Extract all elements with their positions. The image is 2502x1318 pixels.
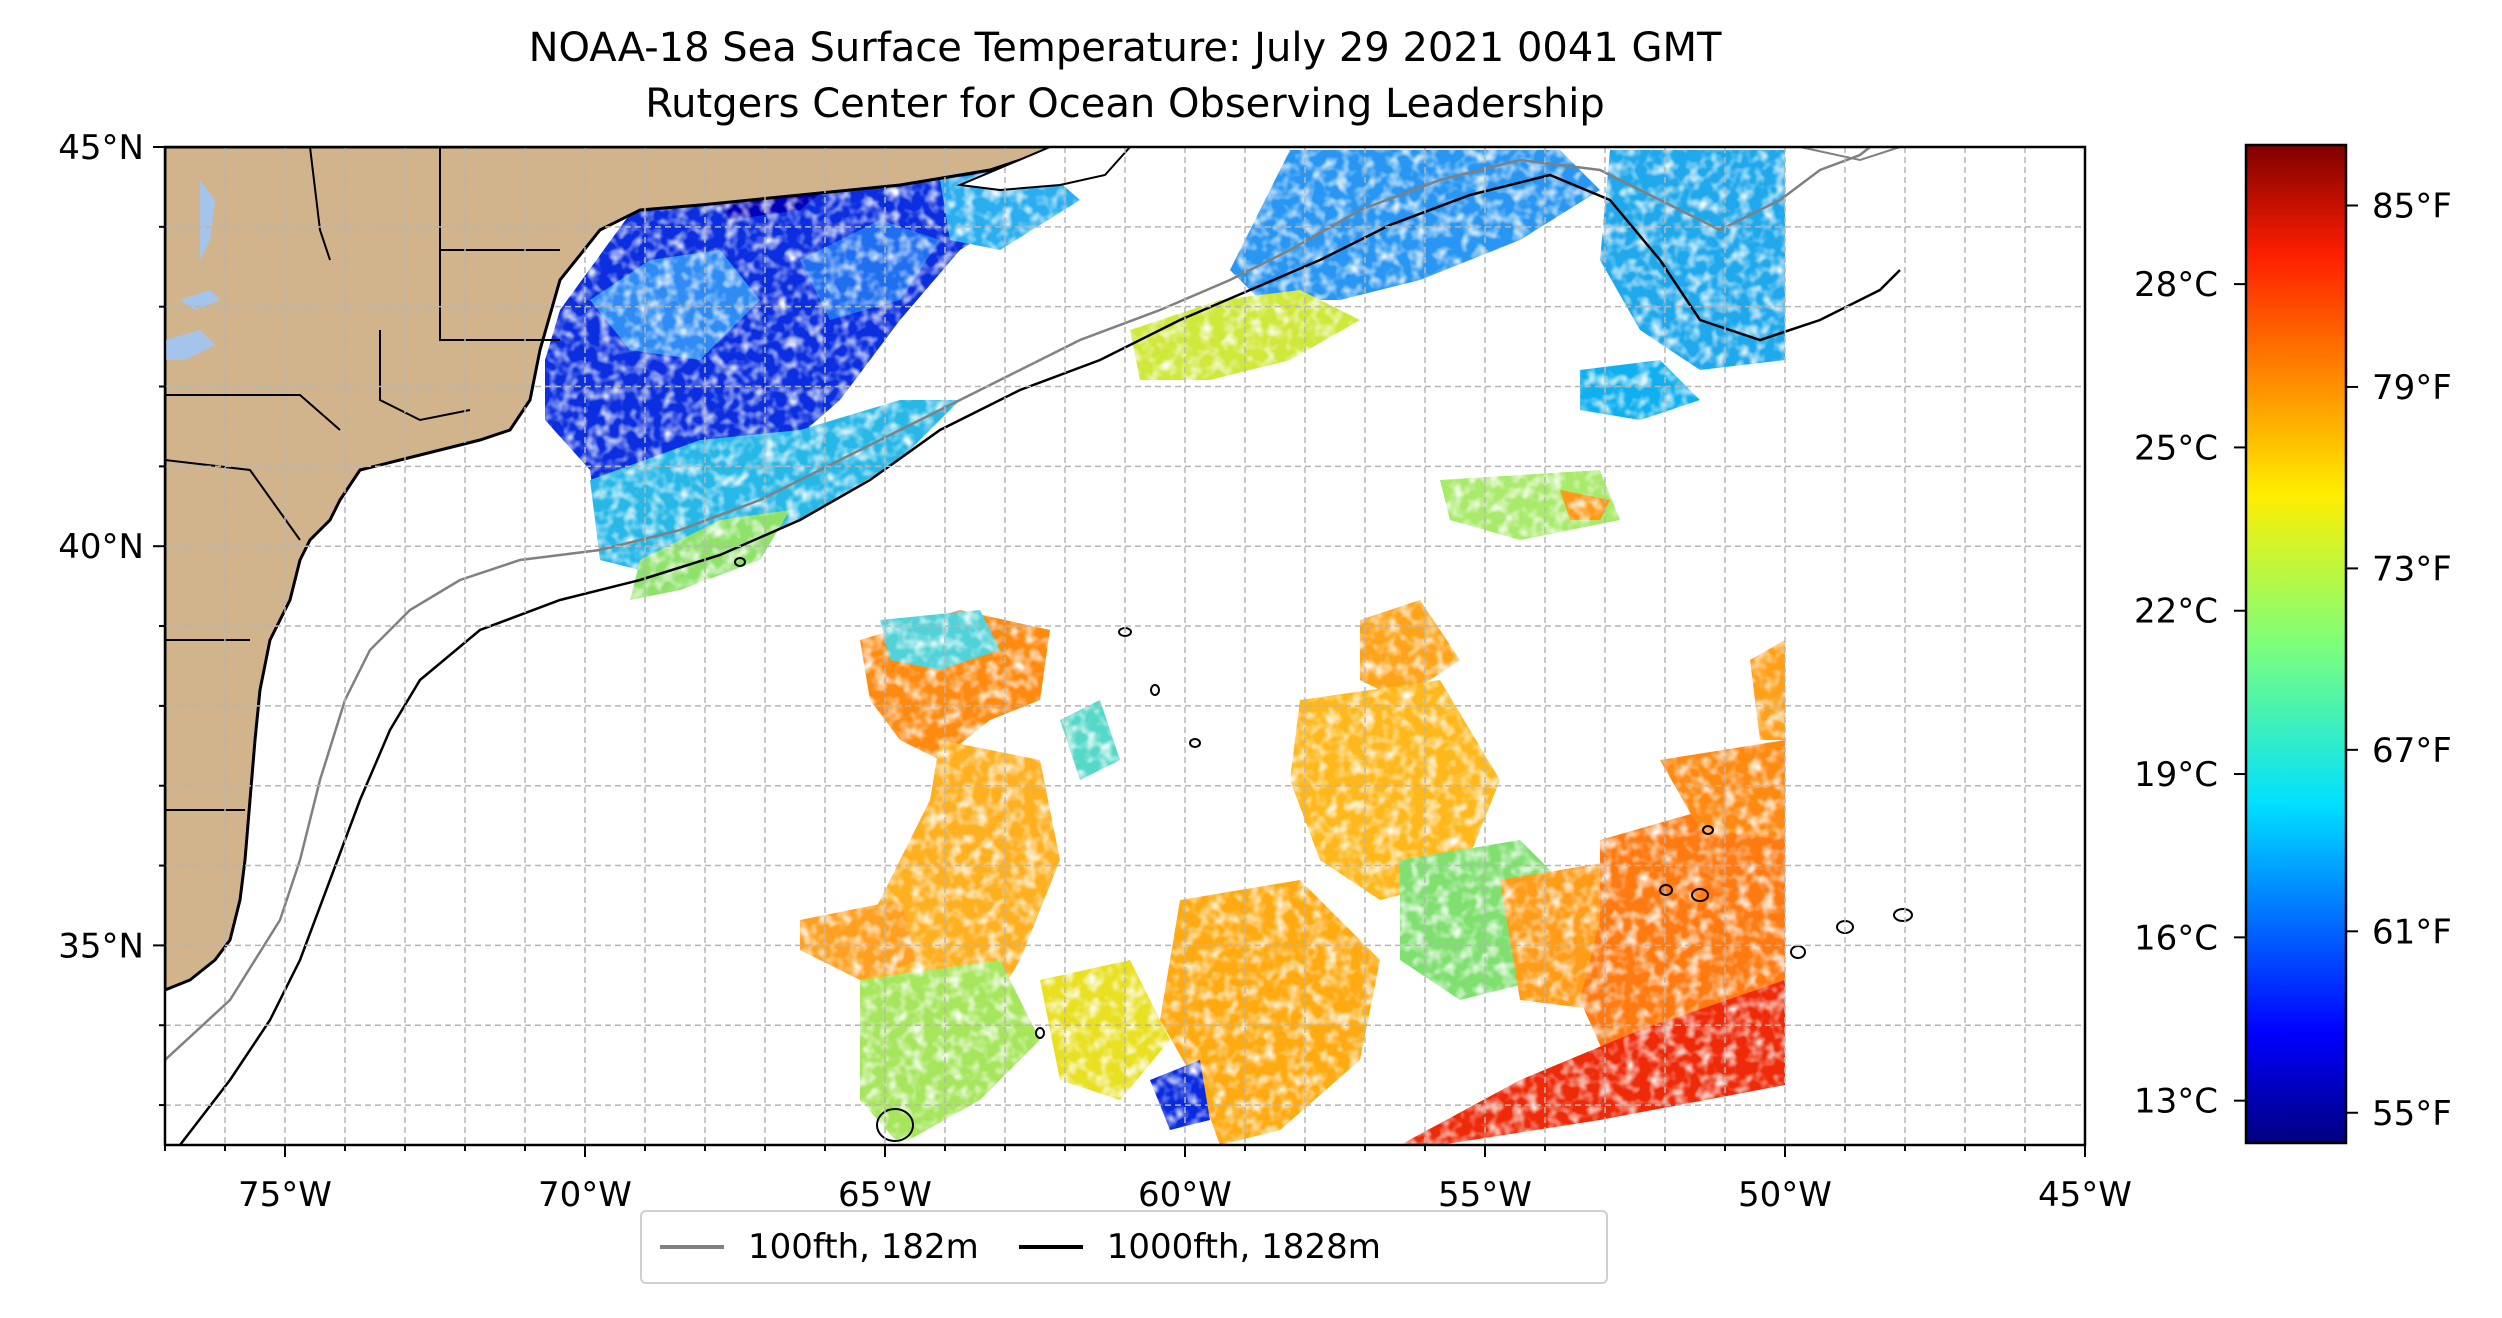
map-subtitle: Rutgers Center for Ocean Observing Leade… xyxy=(645,81,1605,127)
longitude-tick-labels: 75°W 70°W 65°W 60°W 55°W 50°W 45°W xyxy=(238,1175,2132,1215)
inland-lake xyxy=(165,330,215,360)
map-area xyxy=(165,135,2085,1145)
seamount-11 xyxy=(876,1108,914,1142)
lat-tick-label-35n: 35°N xyxy=(58,926,144,966)
colorbar-c-label-22: 22°C xyxy=(2134,592,2218,632)
lake-champlain xyxy=(200,180,215,260)
north-america-land xyxy=(165,147,1061,992)
seamount-1 xyxy=(734,557,746,567)
colorbar-f-label-67: 67°F xyxy=(2372,731,2452,771)
seamount-10 xyxy=(1893,908,1913,922)
seamount-4 xyxy=(1189,738,1201,748)
lon-tick-label-75w: 75°W xyxy=(238,1175,332,1215)
state-border-3 xyxy=(439,147,560,341)
lon-tick-label-60w: 60°W xyxy=(1138,1175,1232,1215)
lon-tick-label-65w: 65°W xyxy=(838,1175,932,1215)
colorbar-f-label-79: 79°F xyxy=(2372,368,2452,408)
colorbar-c-label-19: 19°C xyxy=(2134,755,2218,795)
lon-tick-label-55w: 55°W xyxy=(1438,1175,1532,1215)
newfoundland-outline xyxy=(1780,147,1901,162)
seamount-7 xyxy=(1702,825,1714,835)
seamount-3 xyxy=(1150,684,1160,696)
lat-tick-label-45n: 45°N xyxy=(58,128,144,168)
colorbar-gradient xyxy=(2244,143,2348,1145)
legend-swatch-1000fth xyxy=(1018,1245,1083,1249)
gridlines xyxy=(165,147,2085,1145)
land-layer xyxy=(165,147,1901,992)
colorbar-f-label-61: 61°F xyxy=(2372,912,2452,952)
state-border-8 xyxy=(309,147,331,261)
seamount-6 xyxy=(1691,888,1709,902)
seamount-13 xyxy=(1167,135,1195,143)
lon-tick-label-70w: 70°W xyxy=(538,1175,632,1215)
colorbar: 55°F 61°F 67°F 73°F 79°F 85°F 13°C 16°C … xyxy=(2134,143,2452,1145)
colorbar-c-label-28: 28°C xyxy=(2134,265,2218,305)
inland-lake-2 xyxy=(180,290,220,310)
seamount-12 xyxy=(1035,1027,1045,1039)
colorbar-ticks xyxy=(2234,204,2358,1114)
minor-ticks xyxy=(153,146,2086,1157)
legend-swatch-100fth xyxy=(660,1245,724,1249)
colorbar-f-label-85: 85°F xyxy=(2372,186,2452,226)
legend-item-1000fth: 1000fth, 1828m xyxy=(1018,1227,1381,1267)
lat-tick-label-40n: 40°N xyxy=(58,527,144,567)
contour-1000fth xyxy=(179,173,1901,1145)
cloud-speckle xyxy=(540,147,1790,1145)
colorbar-c-label-16: 16°C xyxy=(2134,918,2218,958)
lon-tick-label-50w: 50°W xyxy=(1738,1175,1832,1215)
lon-tick-label-45w: 45°W xyxy=(2038,1175,2132,1215)
colorbar-f-label-55: 55°F xyxy=(2372,1094,2452,1134)
latitude-tick-labels: 35°N 40°N 45°N xyxy=(58,128,144,966)
map-legend: 100fth, 182m 1000fth, 1828m xyxy=(640,1210,1608,1284)
legend-label-1000fth: 1000fth, 1828m xyxy=(1106,1227,1381,1267)
contour-100fth xyxy=(165,147,1871,1061)
state-border-2 xyxy=(379,330,471,422)
seamount-5 xyxy=(1659,884,1673,896)
state-border-5 xyxy=(165,459,301,541)
colorbar-f-label-73: 73°F xyxy=(2372,549,2452,589)
legend-label-100fth: 100fth, 182m xyxy=(748,1227,979,1267)
colorbar-c-label-25: 25°C xyxy=(2134,428,2218,468)
colorbar-c-label-13: 13°C xyxy=(2134,1082,2218,1122)
state-border-1 xyxy=(165,394,341,431)
map-title: NOAA-18 Sea Surface Temperature: July 29… xyxy=(528,25,1722,71)
nova-scotia-water xyxy=(956,147,1132,192)
legend-item-100fth: 100fth, 182m xyxy=(660,1227,979,1267)
sst-data-layer xyxy=(540,147,1790,1145)
